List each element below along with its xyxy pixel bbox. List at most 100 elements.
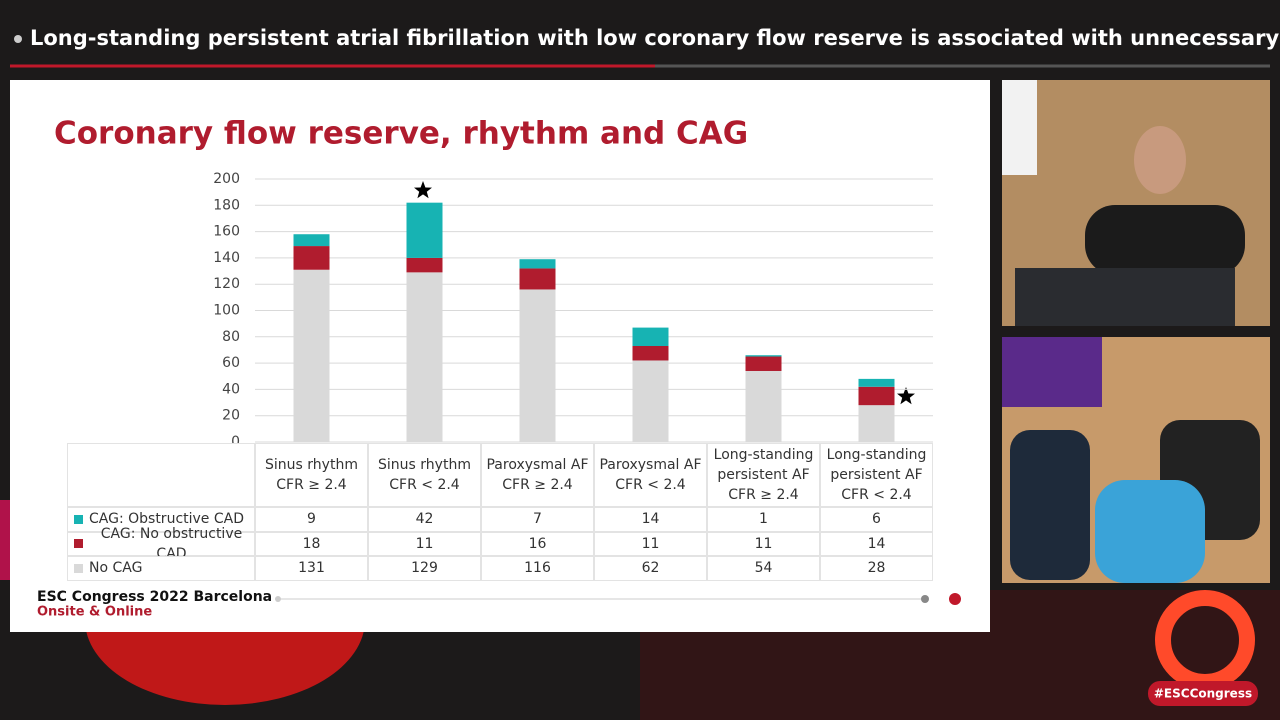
bar-segment bbox=[519, 259, 556, 269]
table-value-text: 129 bbox=[411, 560, 438, 577]
bar-segment bbox=[293, 234, 330, 247]
y-tick-label: 180 bbox=[213, 197, 240, 213]
table-value: 9 bbox=[255, 507, 368, 532]
table-value: 11 bbox=[594, 531, 707, 556]
table-value: 7 bbox=[481, 507, 594, 532]
table-value: 116 bbox=[481, 556, 594, 581]
bar-segment bbox=[858, 405, 895, 442]
category-label-text: Paroxysmal AF CFR ≥ 2.4 bbox=[486, 457, 589, 493]
swoosh-edge bbox=[0, 500, 10, 580]
dot bbox=[921, 595, 929, 603]
table-value-text: 16 bbox=[528, 535, 547, 552]
bar-segment bbox=[745, 355, 782, 357]
bar-segment bbox=[858, 386, 895, 406]
event-name: ESC Congress 2022 Barcelona bbox=[37, 589, 272, 605]
speaker-body bbox=[1085, 205, 1245, 275]
bar-segment bbox=[406, 202, 443, 258]
y-tick-label: 20 bbox=[222, 408, 240, 424]
speaker-head bbox=[1134, 126, 1186, 194]
table-value-text: 131 bbox=[298, 560, 325, 577]
category-label-text: Long-standing persistent AF CFR ≥ 2.4 bbox=[713, 447, 814, 503]
legend-swatch bbox=[74, 563, 83, 573]
bar-segment bbox=[745, 370, 782, 442]
audience bbox=[1095, 480, 1205, 583]
category-label-text: Sinus rhythm CFR ≥ 2.4 bbox=[265, 457, 358, 493]
table-value: 54 bbox=[707, 556, 820, 581]
table-value: 14 bbox=[594, 507, 707, 532]
panelist bbox=[1010, 430, 1090, 580]
y-tick-label: 200 bbox=[213, 171, 240, 187]
table-value-text: 42 bbox=[415, 511, 434, 528]
panel-wall bbox=[1002, 337, 1102, 407]
bar-segment bbox=[632, 327, 669, 347]
bar-segment bbox=[632, 360, 669, 442]
category-label: Paroxysmal AF CFR < 2.4 bbox=[594, 443, 707, 507]
bar-segment bbox=[293, 246, 330, 270]
table-value: 16 bbox=[481, 531, 594, 556]
category-label: Long-standing persistent AF CFR ≥ 2.4 bbox=[707, 443, 820, 507]
y-tick-label: 140 bbox=[213, 250, 240, 266]
table-value: 6 bbox=[820, 507, 933, 532]
table-value: 11 bbox=[707, 531, 820, 556]
y-tick-label: 120 bbox=[213, 276, 240, 292]
y-tick-label: 80 bbox=[222, 329, 240, 345]
hashtag-badge bbox=[1148, 681, 1258, 706]
legend-swatch bbox=[74, 539, 83, 549]
table-value: 14 bbox=[820, 531, 933, 556]
window bbox=[1002, 80, 1037, 175]
category-label-text: Paroxysmal AF CFR < 2.4 bbox=[599, 457, 702, 493]
table-value-text: 14 bbox=[867, 535, 886, 552]
bar-segment bbox=[519, 289, 556, 442]
table-value-text: 18 bbox=[302, 535, 321, 552]
dot bbox=[275, 596, 281, 602]
chart-title: Coronary flow reserve, rhythm and CAG bbox=[54, 116, 748, 152]
legend-swatch bbox=[74, 514, 83, 524]
bar-segment bbox=[519, 268, 556, 290]
category-label: Sinus rhythm CFR ≥ 2.4 bbox=[255, 443, 368, 507]
legend-entry: CAG: No obstructive CAD bbox=[67, 526, 255, 562]
hashtag: #ESCCongress bbox=[1154, 687, 1252, 701]
significance-star bbox=[897, 387, 915, 405]
bar-segment bbox=[858, 378, 895, 387]
category-label: Long-standing persistent AF CFR < 2.4 bbox=[820, 443, 933, 507]
podium bbox=[1015, 268, 1235, 326]
table-value: 28 bbox=[820, 556, 933, 581]
legend-entry: CAG: Obstructive CAD bbox=[67, 507, 255, 532]
table-value: 11 bbox=[368, 531, 481, 556]
significance-star bbox=[414, 181, 432, 199]
table-value: 131 bbox=[255, 556, 368, 581]
bullet bbox=[14, 35, 22, 43]
y-tick-label: 100 bbox=[213, 303, 240, 319]
table-value: 62 bbox=[594, 556, 707, 581]
table-value-text: 62 bbox=[641, 560, 660, 577]
table-value-text: 6 bbox=[872, 511, 881, 528]
bar-segment bbox=[632, 346, 669, 361]
table-value-text: 28 bbox=[867, 560, 886, 577]
y-tick-label: 160 bbox=[213, 224, 240, 240]
table-value: 1 bbox=[707, 507, 820, 532]
legend-label: No CAG bbox=[89, 560, 143, 577]
legend-label: CAG: Obstructive CAD bbox=[89, 511, 244, 528]
table-value-text: 11 bbox=[415, 535, 434, 552]
table-value-text: 14 bbox=[641, 511, 660, 528]
legend-entry: No CAG bbox=[67, 556, 255, 581]
category-label: Sinus rhythm CFR < 2.4 bbox=[368, 443, 481, 507]
y-tick-label: 0 bbox=[231, 434, 240, 450]
table-value-text: 116 bbox=[524, 560, 551, 577]
header-title: Long-standing persistent atrial fibrilla… bbox=[30, 26, 1280, 50]
bar-segment bbox=[406, 272, 443, 442]
bar-segment bbox=[406, 257, 443, 273]
table-value-text: 54 bbox=[754, 560, 773, 577]
table-value: 129 bbox=[368, 556, 481, 581]
table-value-text: 11 bbox=[641, 535, 660, 552]
category-label-text: Sinus rhythm CFR < 2.4 bbox=[378, 457, 471, 493]
table-value-text: 7 bbox=[533, 511, 542, 528]
bar-segment bbox=[293, 269, 330, 442]
legend-header bbox=[67, 443, 255, 507]
table-value-text: 1 bbox=[759, 511, 768, 528]
table-value: 18 bbox=[255, 531, 368, 556]
table-value: 42 bbox=[368, 507, 481, 532]
